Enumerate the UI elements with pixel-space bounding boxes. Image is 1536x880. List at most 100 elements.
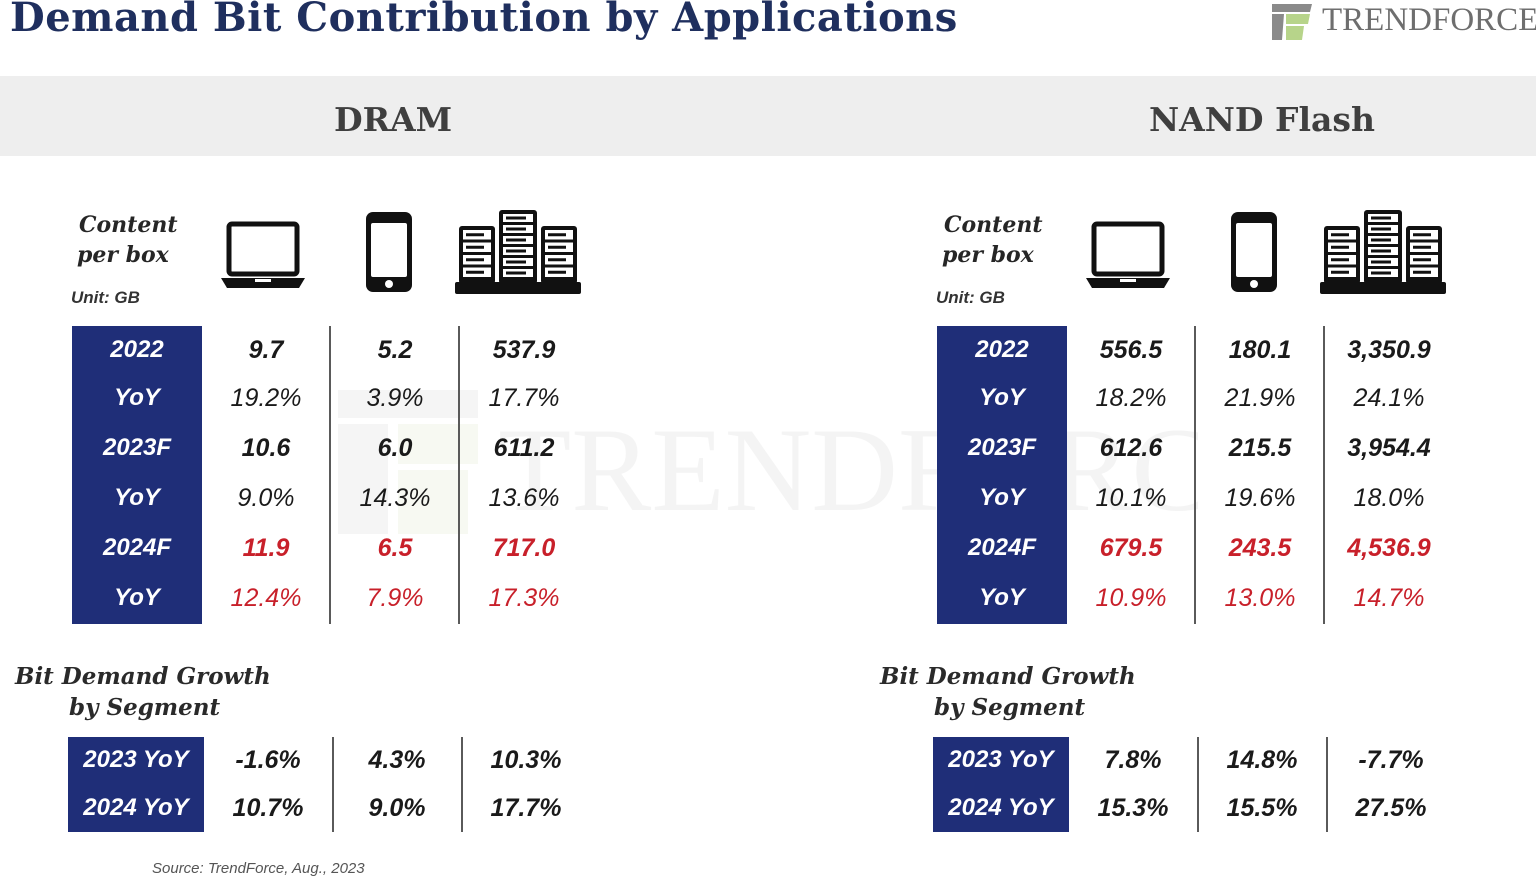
table-cell: 6.5 bbox=[377, 534, 413, 562]
table-cell: 3,954.4 bbox=[1347, 434, 1431, 462]
table-cell: 13.6% bbox=[488, 484, 560, 512]
nand-growth-label-column bbox=[933, 737, 1069, 832]
table-cell: 17.3% bbox=[488, 584, 560, 612]
table-cell: 5.2 bbox=[377, 336, 413, 364]
laptop-icon bbox=[219, 220, 307, 294]
growth-row-label: 2023 YoY bbox=[83, 746, 189, 773]
nand-content-label-1: Content bbox=[944, 212, 1043, 238]
column-divider bbox=[329, 326, 331, 624]
table-cell: 18.2% bbox=[1095, 384, 1167, 412]
table-cell: 611.2 bbox=[493, 434, 555, 462]
column-divider bbox=[332, 737, 334, 832]
growth-row-label: 2023 YoY bbox=[948, 746, 1054, 773]
table-cell: 556.5 bbox=[1099, 336, 1163, 364]
svg-text:TRENDFORCE: TRENDFORCE bbox=[498, 403, 1198, 536]
growth-cell: -1.6% bbox=[235, 746, 301, 774]
dram-content-label-1: Content bbox=[79, 212, 178, 238]
table-cell: 19.6% bbox=[1224, 484, 1296, 512]
growth-cell: 14.8% bbox=[1226, 746, 1298, 774]
growth-cell: 4.3% bbox=[368, 746, 426, 774]
growth-cell: 27.5% bbox=[1355, 794, 1427, 822]
column-divider bbox=[1323, 326, 1325, 624]
nand-growth-label-1: Bit Demand Growth bbox=[880, 663, 1136, 690]
table-cell: 180.1 bbox=[1228, 336, 1292, 364]
growth-cell: 15.5% bbox=[1226, 794, 1298, 822]
table-cell: 6.0 bbox=[377, 434, 413, 462]
table-cell: 537.9 bbox=[492, 336, 556, 364]
table-cell: 12.4% bbox=[230, 584, 302, 612]
dram-content-label-2: per box bbox=[77, 242, 169, 268]
row-label: 2022 bbox=[975, 336, 1029, 363]
source-note: Source: TrendForce, Aug., 2023 bbox=[152, 860, 365, 877]
trendforce-logo-icon bbox=[1272, 4, 1312, 40]
table-cell: 19.2% bbox=[230, 384, 302, 412]
table-cell: 17.7% bbox=[488, 384, 560, 412]
table-cell: 14.3% bbox=[359, 484, 431, 512]
row-label: 2023F bbox=[967, 434, 1037, 461]
table-cell: 14.7% bbox=[1353, 584, 1425, 612]
table-cell: 13.0% bbox=[1224, 584, 1296, 612]
row-label: YoY bbox=[979, 484, 1025, 511]
smartphone-icon bbox=[364, 210, 414, 298]
laptop-icon bbox=[1084, 220, 1172, 294]
dram-section-title: DRAM bbox=[334, 100, 453, 139]
column-divider bbox=[458, 326, 460, 624]
nand-content-label-2: per box bbox=[942, 242, 1034, 268]
column-divider bbox=[1326, 737, 1328, 832]
row-label: 2024F bbox=[102, 534, 172, 561]
dram-row-label-column bbox=[72, 326, 202, 624]
table-cell: 24.1% bbox=[1353, 384, 1425, 412]
growth-row-label: 2024 YoY bbox=[83, 794, 189, 821]
row-label: YoY bbox=[979, 584, 1025, 611]
column-divider bbox=[1197, 737, 1199, 832]
row-label: YoY bbox=[979, 384, 1025, 411]
column-divider bbox=[1194, 326, 1196, 624]
smartphone-icon bbox=[1229, 210, 1279, 298]
growth-row-label: 2024 YoY bbox=[948, 794, 1054, 821]
table-cell: 4,536.9 bbox=[1347, 534, 1431, 562]
nand-unit-label: Unit: GB bbox=[936, 288, 1005, 307]
row-label: 2023F bbox=[102, 434, 172, 461]
table-cell: 9.7 bbox=[248, 336, 284, 364]
dram-growth-label-1: Bit Demand Growth bbox=[15, 663, 271, 690]
table-cell: 11.9 bbox=[242, 534, 290, 562]
server-icon bbox=[455, 208, 581, 298]
table-cell: 612.6 bbox=[1099, 434, 1163, 462]
growth-cell: 7.8% bbox=[1104, 746, 1162, 774]
row-label: YoY bbox=[114, 484, 160, 511]
column-divider bbox=[461, 737, 463, 832]
table-cell: 10.6 bbox=[241, 434, 291, 462]
nand-section-title: NAND Flash bbox=[1149, 100, 1375, 139]
table-cell: 18.0% bbox=[1353, 484, 1425, 512]
nand-row-label-column bbox=[937, 326, 1067, 624]
growth-cell: -7.7% bbox=[1358, 746, 1424, 774]
table-cell: 3,350.9 bbox=[1347, 336, 1431, 364]
growth-cell: 10.7% bbox=[232, 794, 304, 822]
section-header-band bbox=[0, 76, 1536, 156]
table-cell: 10.9% bbox=[1095, 584, 1167, 612]
growth-cell: 10.3% bbox=[490, 746, 562, 774]
table-cell: 10.1% bbox=[1095, 484, 1167, 512]
row-label: YoY bbox=[114, 384, 160, 411]
nand-growth-label-2: by Segment bbox=[934, 694, 1086, 721]
server-icon bbox=[1320, 208, 1446, 298]
table-cell: 7.9% bbox=[366, 584, 424, 612]
growth-cell: 17.7% bbox=[490, 794, 562, 822]
dram-growth-label-2: by Segment bbox=[69, 694, 221, 721]
table-cell: 679.5 bbox=[1099, 534, 1163, 562]
row-label: YoY bbox=[114, 584, 160, 611]
row-label: 2024F bbox=[967, 534, 1037, 561]
table-cell: 3.9% bbox=[366, 384, 424, 412]
table-cell: 717.0 bbox=[492, 534, 556, 562]
table-cell: 243.5 bbox=[1228, 534, 1292, 562]
row-label: 2022 bbox=[110, 336, 164, 363]
table-cell: 21.9% bbox=[1224, 384, 1296, 412]
table-cell: 9.0% bbox=[237, 484, 295, 512]
table-cell: 215.5 bbox=[1228, 434, 1292, 462]
page-title: Demand Bit Contribution by Applications bbox=[10, 0, 958, 41]
brand-logo-text: TRENDFORCE bbox=[1322, 2, 1536, 38]
dram-unit-label: Unit: GB bbox=[71, 288, 140, 307]
growth-cell: 9.0% bbox=[368, 794, 426, 822]
growth-cell: 15.3% bbox=[1097, 794, 1169, 822]
dram-growth-label-column bbox=[68, 737, 204, 832]
